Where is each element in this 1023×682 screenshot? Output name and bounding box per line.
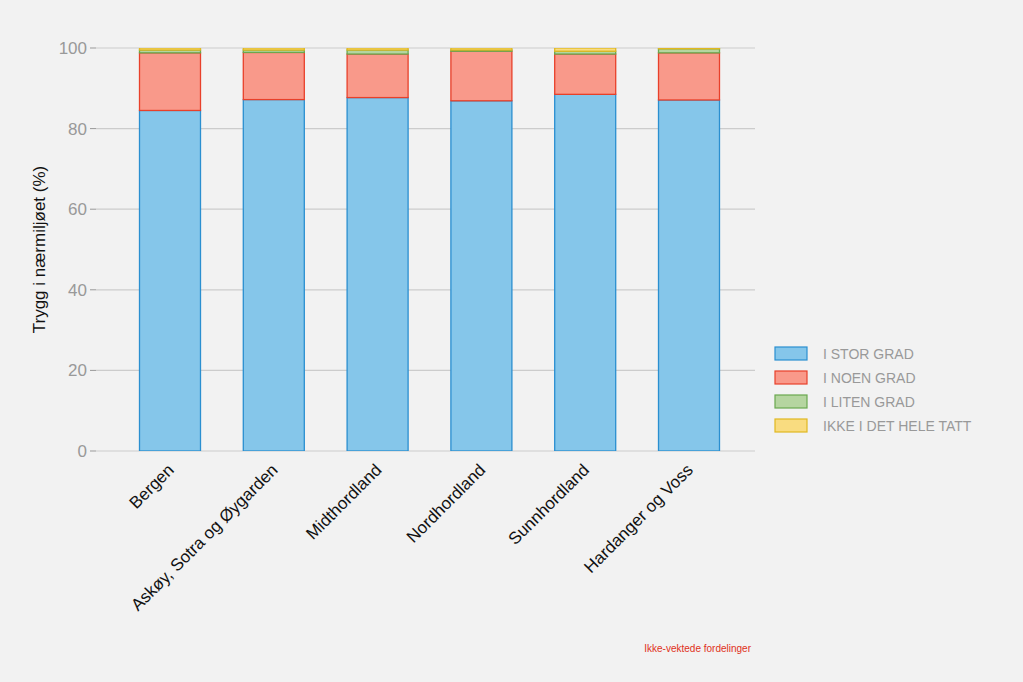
tick-label: 20	[68, 361, 87, 380]
bar-segment	[243, 52, 304, 99]
bar-segment	[347, 48, 408, 50]
bar-segment	[659, 100, 720, 451]
tick-label: 100	[59, 39, 87, 58]
tick-mark	[90, 48, 96, 49]
category-label: Nordhordland	[403, 460, 489, 546]
y-axis-label: Trygg i nærmiljøet (%)	[30, 166, 49, 334]
legend-swatch	[775, 347, 807, 360]
bar-segment	[659, 53, 720, 100]
tick-mark	[90, 370, 96, 371]
tick-mark	[90, 128, 96, 129]
tick-mark	[90, 209, 96, 210]
legend-label: I STOR GRAD	[823, 346, 914, 362]
bar-segment	[451, 101, 512, 451]
background	[0, 0, 1023, 682]
bar-segment	[243, 100, 304, 451]
tick-label: 40	[68, 281, 87, 300]
tick-mark	[90, 289, 96, 290]
bar-segment	[243, 48, 304, 50]
category-label: Midthordland	[302, 460, 385, 543]
bar-segment	[659, 48, 720, 49]
bar-segment	[140, 110, 201, 451]
category-label: Askøy, Sotra og Øygarden	[127, 460, 281, 614]
bar-segment	[140, 48, 201, 50]
tick-mark	[90, 451, 96, 452]
tick-label: 60	[68, 200, 87, 219]
bar-segment	[555, 94, 616, 451]
bar-segment	[555, 54, 616, 94]
category-label: Sunnhordland	[505, 460, 593, 548]
tick-label: 80	[68, 120, 87, 139]
bar-segment	[555, 48, 616, 51]
legend-swatch	[775, 419, 807, 432]
legend-swatch	[775, 371, 807, 384]
annotation: Ikke-vektede fordelinger	[644, 643, 751, 654]
legend-label: I LITEN GRAD	[823, 394, 915, 410]
bar-segment	[347, 54, 408, 98]
tick-label: 0	[78, 442, 87, 461]
legend-swatch	[775, 395, 807, 408]
category-label: Bergen	[126, 460, 178, 512]
bar-segment	[140, 53, 201, 111]
bar-segment	[659, 49, 720, 53]
bar-segment	[347, 98, 408, 451]
bar-segment	[451, 48, 512, 50]
bar-segment	[451, 51, 512, 101]
legend-label: I NOEN GRAD	[823, 370, 916, 386]
category-label: Hardanger og Voss	[580, 460, 696, 576]
legend-label: IKKE I DET HELE TATT	[823, 418, 972, 434]
bars	[140, 48, 720, 451]
chart: 0 20 40 60 80 100 Trygg i nærmiljøet (%) Bergen…	[0, 0, 1023, 682]
